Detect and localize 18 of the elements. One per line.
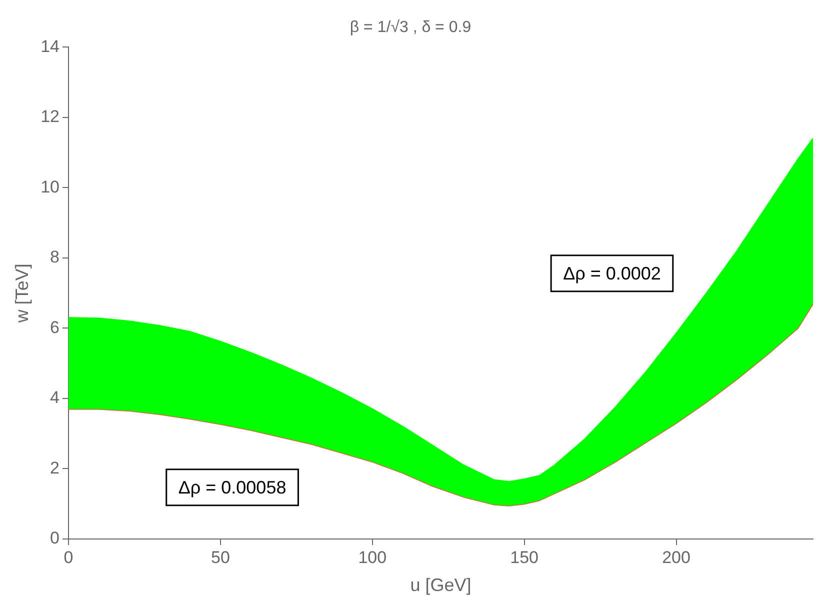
x-axis-title: u [GeV] [410,575,472,596]
x-tick-label: 150 [510,548,539,567]
y-tick-label: 2 [50,458,60,478]
x-tick-label: 50 [210,548,230,567]
y-tick-label: 0 [50,528,60,548]
y-tick-label: 14 [40,36,60,56]
y-tick-label: 10 [40,177,60,196]
x-tick-label: 100 [358,548,387,567]
annotation: Δρ = 0.00058 [178,477,286,498]
x-tick-label: 0 [64,548,74,567]
chart-title: β = 1/√3 , δ = 0.9 [350,19,472,36]
annotation: Δρ = 0.0002 [563,263,661,284]
y-tick-label: 12 [40,107,60,126]
y-tick-label: 4 [50,388,60,408]
x-tick-label: 200 [662,548,690,567]
y-tick-label: 8 [50,248,60,267]
y-axis-title: w [TeV] [12,264,32,324]
y-tick-label: 6 [50,318,60,337]
